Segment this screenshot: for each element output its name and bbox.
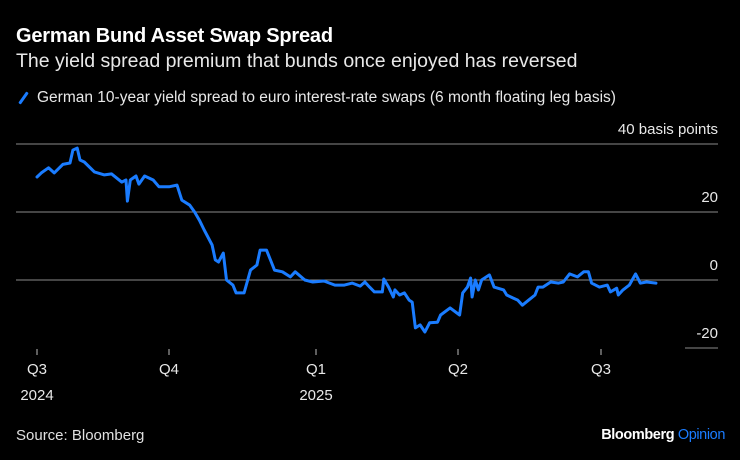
chart-title: German Bund Asset Swap Spread <box>16 25 333 47</box>
series-line <box>35 146 658 334</box>
x-tick-label: Q1 <box>306 361 326 378</box>
chart-subtitle: The yield spread premium that bunds once… <box>16 50 578 72</box>
y-tick-label: 40 basis points <box>618 121 718 138</box>
legend: German 10-year yield spread to euro inte… <box>16 89 616 107</box>
y-tick-label: -20 <box>696 325 718 342</box>
legend-label: German 10-year yield spread to euro inte… <box>37 89 616 106</box>
x-tick-label: Q2 <box>448 361 468 378</box>
x-tick-sublabel: 2024 <box>20 387 53 404</box>
x-tick-label: Q3 <box>591 361 611 378</box>
x-tick-sublabel: 2025 <box>299 387 332 404</box>
brand-accent: Opinion <box>677 427 726 443</box>
source-note: Source: Bloomberg <box>16 427 145 444</box>
brand-logo: Bloomberg Opinion <box>601 427 725 443</box>
brand-main: Bloomberg <box>601 427 675 443</box>
chart-plot: 40 basis points 20 0 -20 Q3 2024 Q4 Q1 2025 Q2 Q3 <box>16 121 718 404</box>
y-tick-label: 20 <box>701 189 718 206</box>
x-tick-label: Q3 <box>27 361 47 378</box>
x-tick-label: Q4 <box>159 361 179 378</box>
y-tick-label: 0 <box>710 257 718 274</box>
